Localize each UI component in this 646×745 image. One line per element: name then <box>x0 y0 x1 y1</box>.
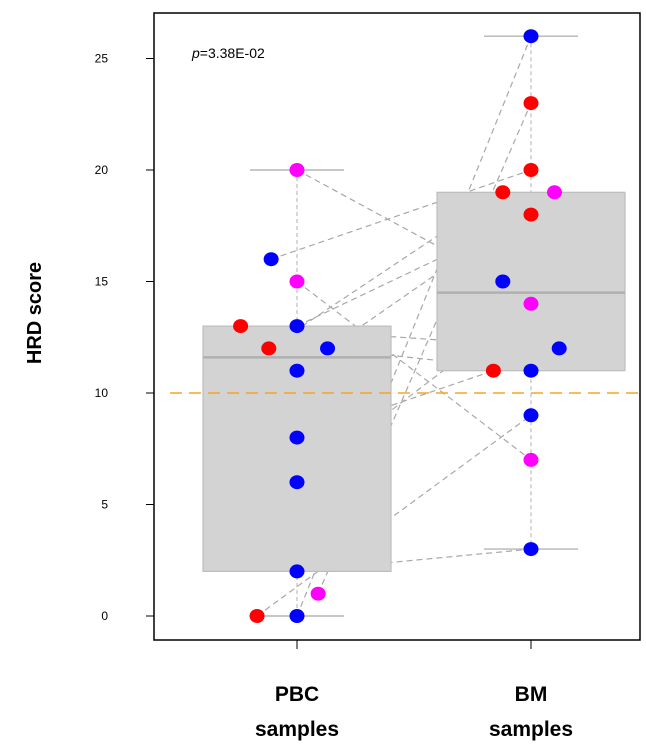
data-point-7 <box>261 341 277 356</box>
data-point-16 <box>523 408 539 423</box>
pair-line-2 <box>317 102 532 594</box>
y-tick-label-5: 25 <box>95 52 109 66</box>
x-axis: PBC samples BM samples <box>255 640 573 741</box>
data-point-9 <box>233 319 249 334</box>
data-point-24 <box>547 185 562 200</box>
data-point-25 <box>523 163 539 177</box>
y-axis: 0 5 10 15 20 25 <box>95 52 154 623</box>
data-points <box>233 29 567 623</box>
y-tick-label-2: 10 <box>95 386 109 400</box>
data-point-11 <box>289 274 305 289</box>
data-point-21 <box>495 274 511 289</box>
y-tick-label-3: 15 <box>95 275 109 289</box>
pair-line-3 <box>296 548 532 572</box>
y-tick-label-0: 0 <box>101 609 108 623</box>
y-tick-label-4: 20 <box>95 163 109 177</box>
data-point-6 <box>289 363 305 378</box>
boxes <box>202 35 626 617</box>
pair-line-11 <box>296 281 532 461</box>
data-point-1 <box>289 609 305 623</box>
data-point-10 <box>289 319 305 334</box>
pair-line-10 <box>296 214 532 327</box>
y-axis-title: HRD score <box>24 262 46 364</box>
data-point-12 <box>263 252 279 267</box>
category-label-0: PBC <box>275 683 319 706</box>
data-point-17 <box>485 363 501 378</box>
category-label-1: BM <box>515 683 548 706</box>
data-point-22 <box>523 207 539 222</box>
data-point-8 <box>320 341 336 356</box>
data-point-13 <box>289 163 305 177</box>
data-point-15 <box>523 452 539 467</box>
data-point-26 <box>523 96 539 111</box>
data-point-18 <box>523 363 539 378</box>
data-point-5 <box>289 430 305 445</box>
box-0 <box>202 325 392 573</box>
data-point-20 <box>523 296 539 311</box>
data-point-14 <box>523 542 539 557</box>
data-point-2 <box>310 586 326 601</box>
category-sublabel-0: samples <box>255 718 339 741</box>
plot-frame <box>153 12 641 641</box>
data-point-0 <box>249 609 265 623</box>
data-point-4 <box>289 475 305 490</box>
p-value-annotation: p=3.38E-02 <box>191 45 265 61</box>
category-sublabel-1: samples <box>489 718 573 741</box>
data-point-3 <box>289 564 305 579</box>
data-point-23 <box>495 185 511 200</box>
data-point-27 <box>523 29 539 44</box>
y-tick-label-1: 5 <box>101 498 108 512</box>
pair-line-0 <box>256 414 532 617</box>
data-point-19 <box>551 341 567 356</box>
pair-line-12 <box>270 169 532 260</box>
